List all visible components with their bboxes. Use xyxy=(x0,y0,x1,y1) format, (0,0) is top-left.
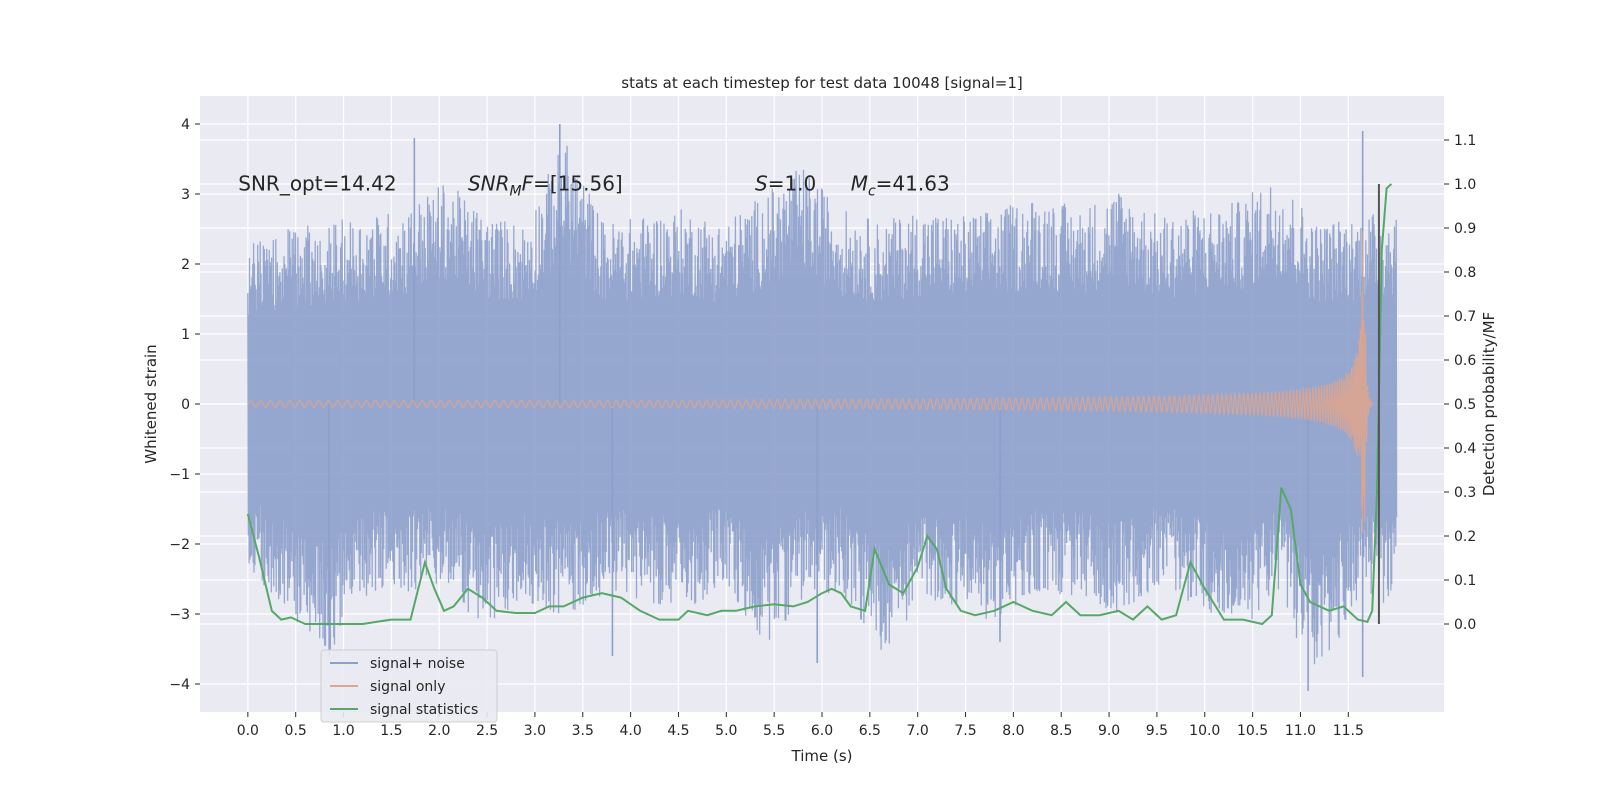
y-left-tick-label: 0 xyxy=(181,397,190,413)
x-tick-label: 3.5 xyxy=(572,723,594,739)
x-tick-label: 6.0 xyxy=(811,723,833,739)
y-right-tick-label: 0.6 xyxy=(1454,353,1476,369)
x-tick-label: 8.0 xyxy=(1002,723,1024,739)
y-left-tick-label: −4 xyxy=(169,677,190,693)
y-right-tick-label: 1.0 xyxy=(1454,177,1476,193)
x-tick-label: 4.0 xyxy=(619,723,641,739)
x-tick-label: 5.5 xyxy=(763,723,785,739)
legend-box xyxy=(320,649,498,723)
y-right-tick-label: 0.0 xyxy=(1454,617,1476,633)
y-left-tick-label: −2 xyxy=(169,537,190,553)
x-tick-label: 6.5 xyxy=(859,723,881,739)
x-tick-label: 0.5 xyxy=(285,723,307,739)
x-tick-label: 7.5 xyxy=(954,723,976,739)
x-tick-label: 3.0 xyxy=(524,723,546,739)
y-left-tick-label: 4 xyxy=(181,117,190,133)
x-tick-label: 5.0 xyxy=(715,723,737,739)
y-left-axis-label: Whitened strain xyxy=(142,344,160,463)
x-axis-ticks: 0.0 0.5 1.0 1.5 2.0 2.5 3.0 3.5 4.0 4.5 5.0 5.5 6.0 6… xyxy=(237,712,1364,739)
annotation-text: SNR_opt=14.42 xyxy=(238,172,396,196)
y-right-tick-label: 1.1 xyxy=(1454,133,1476,149)
x-tick-label: 9.5 xyxy=(1146,723,1168,739)
y-left-axis-ticks: −4 −3 −2 −1 0 1 2 3 4 xyxy=(169,117,200,693)
x-axis-label: Time (s) xyxy=(791,747,853,765)
signal-statistics-line xyxy=(246,183,1393,626)
y-left-tick-label: −3 xyxy=(169,607,190,623)
x-tick-label: 4.5 xyxy=(667,723,689,739)
x-tick-label: 10.5 xyxy=(1237,723,1268,739)
legend-label-signal-only: signal only xyxy=(370,679,445,695)
x-tick-label: 0.0 xyxy=(237,723,259,739)
y-left-tick-label: 1 xyxy=(181,327,190,343)
series-signal-statistics xyxy=(246,183,1393,626)
y-left-tick-label: 2 xyxy=(181,257,190,273)
x-tick-label: 1.5 xyxy=(380,723,402,739)
y-right-tick-label: 0.2 xyxy=(1454,529,1476,545)
signal-only-line xyxy=(247,231,1373,534)
x-tick-label: 8.5 xyxy=(1050,723,1072,739)
annotation-text: SNRMF=[15.56] xyxy=(468,172,623,200)
legend-label-signal-plus-noise: signal+ noise xyxy=(370,656,465,672)
x-tick-label: 1.0 xyxy=(332,723,354,739)
x-tick-label: 11.5 xyxy=(1333,723,1364,739)
x-tick-label: 7.0 xyxy=(907,723,929,739)
y-right-tick-label: 0.9 xyxy=(1454,221,1476,237)
annotation-text: S=1.0 xyxy=(755,172,816,196)
annotations: SNR_opt=14.42 SNRMF=[15.56] S=1.0 Mc=41.63 xyxy=(238,172,949,200)
annotation-text: Mc=41.63 xyxy=(851,172,950,200)
x-tick-label: 11.0 xyxy=(1285,723,1316,739)
legend-label-signal-statistics: signal statistics xyxy=(370,702,478,718)
y-left-tick-label: −1 xyxy=(169,467,190,483)
y-right-tick-label: 0.1 xyxy=(1454,573,1476,589)
y-left-tick-label: 3 xyxy=(181,187,190,203)
x-tick-label: 2.0 xyxy=(428,723,450,739)
series-signal-only xyxy=(247,231,1373,534)
chart-title: stats at each timestep for test data 100… xyxy=(621,74,1022,92)
y-right-tick-label: 0.8 xyxy=(1454,265,1476,281)
y-right-axis-ticks: 0.0 0.1 0.2 0.3 0.4 0.5 0.6 0.7 0.8 0.9 1.0 1.1 xyxy=(1444,133,1476,633)
series-signal-plus-noise xyxy=(247,124,1398,691)
y-right-tick-label: 0.7 xyxy=(1454,309,1476,325)
legend: signal+ noise signal only signal statist… xyxy=(320,649,498,723)
y-right-tick-label: 0.3 xyxy=(1454,485,1476,501)
x-tick-label: 10.0 xyxy=(1189,723,1220,739)
x-tick-label: 9.0 xyxy=(1098,723,1120,739)
y-right-axis-label: Detection probability/MF xyxy=(1480,312,1498,496)
x-tick-label: 2.5 xyxy=(476,723,498,739)
y-right-tick-label: 0.5 xyxy=(1454,397,1476,413)
y-right-tick-label: 0.4 xyxy=(1454,441,1476,457)
